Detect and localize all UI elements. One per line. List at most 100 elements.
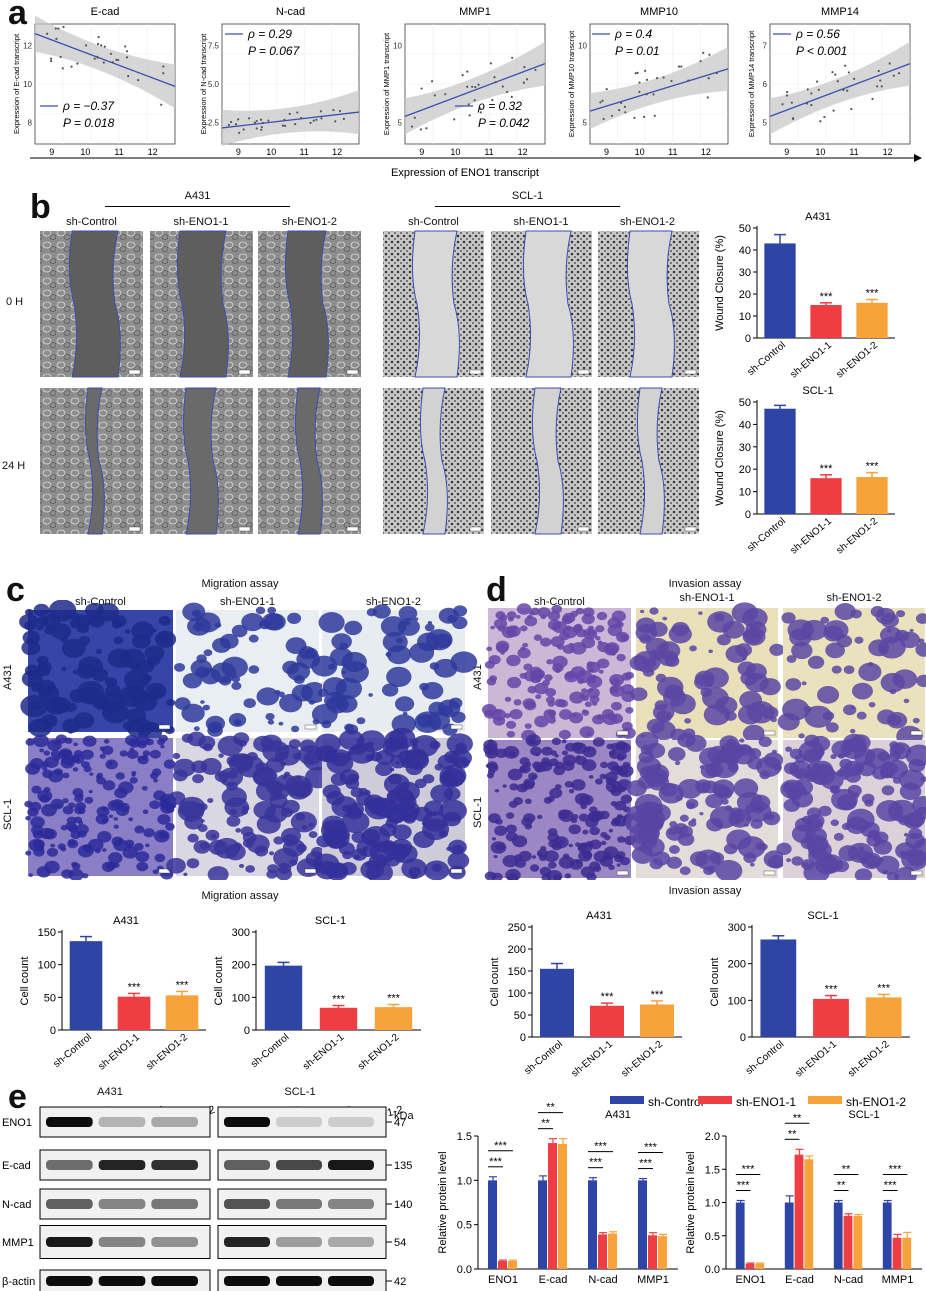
cd-stained-cell — [165, 822, 175, 831]
a-data-point — [93, 57, 96, 60]
a-data-point — [261, 121, 265, 125]
cd-stained-cell — [253, 801, 276, 820]
cd-stained-cell — [43, 787, 51, 793]
a-data-point — [430, 80, 434, 83]
bar-category-label: sh-ENO1-2 — [145, 1032, 191, 1073]
cd-stained-cell — [762, 706, 779, 720]
cd-stained-cell — [493, 855, 498, 859]
cd-stained-cell — [97, 830, 112, 843]
e-band — [276, 1117, 322, 1127]
cd-stained-cell — [505, 824, 517, 834]
bar-chart-ytick-label: 0 — [50, 1025, 56, 1037]
cd-stained-cell — [689, 645, 697, 652]
cd-stained-cell — [25, 850, 32, 856]
cd-stained-cell — [588, 688, 593, 693]
a-data-point — [59, 55, 62, 59]
cd-stained-cell — [744, 823, 749, 827]
cd-stained-cell — [789, 748, 803, 760]
cd-stained-cell — [524, 723, 532, 729]
cd-stained-cell — [229, 808, 238, 815]
cd-stained-cell — [184, 814, 204, 830]
cd-stained-cell — [854, 636, 864, 644]
cd-stained-cell — [608, 828, 614, 833]
cd-stained-cell — [630, 687, 648, 702]
a-data-point — [260, 128, 263, 131]
a-data-point — [644, 69, 647, 72]
cd-stained-cell — [96, 806, 110, 817]
cd-stained-cell — [559, 709, 573, 720]
e-category-label: ENO1 — [736, 1274, 766, 1286]
a-data-point — [334, 120, 337, 123]
cd-stained-cell — [451, 616, 468, 630]
d-col-control: sh-Control — [534, 596, 585, 608]
a-data-point — [162, 65, 165, 68]
cd-stained-cell — [553, 836, 569, 849]
bar-category-label: sh-ENO1-1 — [301, 1032, 347, 1073]
a-data-point — [477, 83, 480, 86]
cd-stained-cell — [700, 763, 719, 779]
cd-stained-cell — [341, 670, 347, 674]
a-xlabel: Expression of ENO1 transcript — [391, 167, 539, 179]
cd-stained-cell — [295, 813, 306, 821]
cd-stained-cell — [193, 840, 211, 854]
cd-stained-cell — [804, 705, 833, 728]
cd-stained-cell — [127, 717, 153, 739]
bar-significance: *** — [820, 291, 834, 303]
a-data-point — [320, 117, 323, 120]
a-data-point — [805, 102, 809, 105]
a-data-point — [444, 93, 447, 96]
a-rho: ρ = −0.37 — [62, 99, 115, 113]
cd-stained-cell — [571, 779, 586, 791]
a-ytick: 5.0 — [208, 80, 220, 89]
a-data-point — [853, 77, 856, 80]
cd-stained-cell — [487, 746, 493, 751]
cd-stained-cell — [709, 806, 738, 829]
e-band — [98, 1160, 146, 1170]
bar-chart-ytick-label: 100 — [38, 960, 56, 972]
e-sig-mark: *** — [742, 1164, 756, 1176]
cd-stained-cell — [268, 851, 275, 856]
a-rho: ρ = 0.56 — [795, 27, 840, 41]
a-data-point — [238, 131, 241, 134]
cd-stained-cell — [44, 756, 59, 769]
a-data-point — [255, 119, 258, 123]
cd-stained-cell — [174, 662, 186, 672]
e-blot-a431: A431 — [97, 1086, 123, 1098]
a-xtick: 11 — [300, 147, 309, 157]
cd-stained-cell — [766, 813, 775, 821]
bar-category-label: sh-ENO1-1 — [789, 340, 835, 381]
cd-stained-cell — [507, 676, 522, 689]
cd-stained-cell — [101, 818, 109, 824]
cd-stained-cell — [616, 653, 626, 662]
cd-stained-cell — [108, 761, 113, 766]
cd-stained-cell — [438, 830, 449, 838]
cd-stained-cell — [783, 798, 800, 812]
a-data-point — [501, 85, 504, 88]
cd-stained-cell — [547, 701, 555, 707]
b-wound-gap — [522, 230, 574, 378]
a-data-point — [296, 111, 299, 114]
cd-stained-cell — [597, 640, 603, 645]
a-ytick: 12 — [23, 42, 32, 51]
cd-stained-cell — [798, 733, 805, 739]
a-data-point — [288, 112, 291, 115]
a-data-point — [84, 44, 88, 47]
cd-stained-cell — [265, 712, 275, 721]
a-data-point — [229, 120, 233, 124]
e-protein-label: ENO1 — [2, 1117, 32, 1129]
e-sig-mark: *** — [644, 1142, 658, 1154]
cd-stained-cell — [153, 778, 159, 783]
bar-chart-ytick-label: 50 — [739, 223, 751, 235]
cd-stained-cell — [843, 704, 857, 716]
cd-stained-cell — [173, 758, 196, 777]
cd-stained-cell — [807, 655, 825, 669]
a-xtick: 11 — [668, 147, 677, 157]
cd-stained-cell — [142, 809, 149, 815]
a-data-point — [791, 117, 794, 120]
cd-stained-cell — [340, 861, 357, 875]
cd-stained-cell — [37, 661, 52, 674]
cd-stained-cell — [880, 766, 895, 779]
cd-stained-cell — [101, 745, 114, 755]
cd-stained-cell — [675, 795, 683, 802]
a-data-point — [493, 76, 496, 79]
